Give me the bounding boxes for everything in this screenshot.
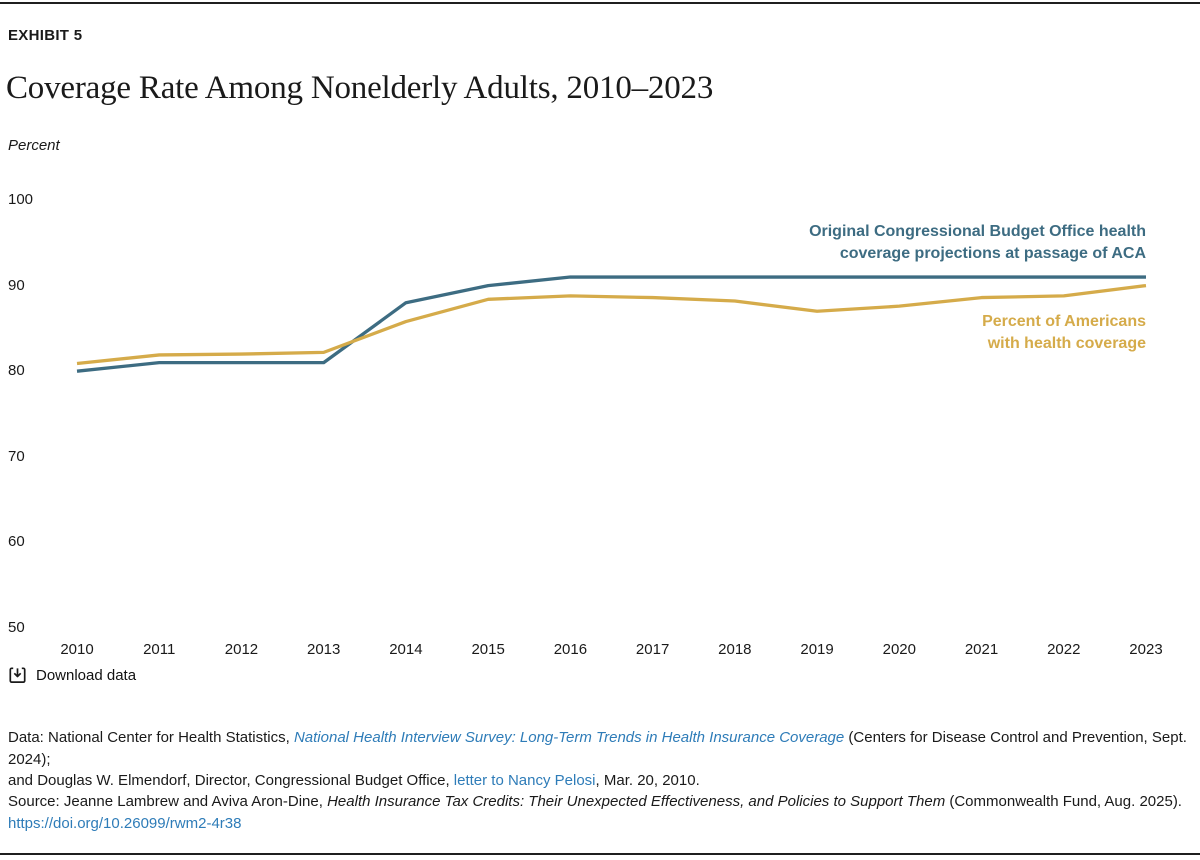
y-tick-label: 60 bbox=[8, 533, 25, 551]
x-tick-label: 2022 bbox=[1047, 641, 1081, 658]
y-tick-label: 100 bbox=[8, 191, 34, 208]
data-footnote: Data: National Center for Health Statist… bbox=[8, 727, 1192, 792]
download-icon bbox=[8, 666, 27, 685]
source-footnote-text: (Commonwealth Fund, Aug. 2025). bbox=[945, 793, 1182, 810]
x-tick-label: 2011 bbox=[143, 641, 176, 658]
top-divider bbox=[0, 2, 1200, 4]
x-tick-label: 2015 bbox=[471, 641, 505, 658]
nhis-report-link[interactable]: National Health Interview Survey: Long-T… bbox=[293, 729, 845, 746]
exhibit-label: EXHIBIT 5 bbox=[8, 27, 83, 44]
x-tick-label: 2021 bbox=[964, 641, 999, 658]
data-footnote-text: and Douglas W. Elmendorf, Director, Cong… bbox=[8, 772, 454, 789]
x-tick-label: 2020 bbox=[882, 641, 916, 658]
source-footnote-text: Source: Jeanne Lambrew and Aviva Aron-Di… bbox=[8, 793, 328, 810]
y-tick-label: 70 bbox=[8, 447, 25, 465]
data-footnote-text: (Centers for Disease Control and Prevent… bbox=[8, 729, 1187, 768]
x-tick-label: 2017 bbox=[635, 641, 670, 658]
source-report-title: Health Insurance Tax Credits: Their Unex… bbox=[327, 793, 946, 810]
x-tick-label: 2018 bbox=[718, 641, 752, 658]
page-title: Coverage Rate Among Nonelderly Adults, 2… bbox=[6, 70, 714, 106]
cbo-projection-line bbox=[76, 275, 1146, 373]
x-tick-label: 2016 bbox=[553, 641, 588, 658]
download-data-button[interactable]: Download data bbox=[8, 666, 136, 685]
download-data-label: Download data bbox=[36, 667, 137, 684]
bottom-divider bbox=[0, 853, 1200, 855]
x-tick-label: 2014 bbox=[389, 641, 423, 658]
cbo-projection-annotation: Original Congressional Budget Office hea… bbox=[809, 223, 1146, 262]
data-footnote-text: , Mar. 20, 2010. bbox=[595, 772, 700, 789]
y-tick-label: 80 bbox=[8, 362, 25, 380]
y-tick-label: 50 bbox=[8, 619, 25, 636]
coverage-rate-line bbox=[76, 283, 1147, 366]
source-footnote: Source: Jeanne Lambrew and Aviva Aron-Di… bbox=[8, 791, 1192, 834]
y-tick-label: 90 bbox=[8, 276, 25, 294]
y-axis-unit-label: Percent bbox=[8, 137, 60, 154]
x-tick-label: 2012 bbox=[224, 641, 259, 658]
x-tick-label: 2019 bbox=[800, 641, 834, 658]
x-tick-label: 2010 bbox=[60, 641, 94, 658]
pelosi-letter-link[interactable]: letter to Nancy Pelosi bbox=[453, 772, 596, 789]
x-tick-label: 2023 bbox=[1129, 641, 1163, 658]
coverage-annotation: Percent of Americans with health coverag… bbox=[982, 313, 1146, 352]
doi-link[interactable]: https://doi.org/10.26099/rwm2-4r38 bbox=[8, 814, 242, 832]
data-footnote-text: Data: National Center for Health Statist… bbox=[8, 729, 294, 746]
x-tick-label: 2013 bbox=[307, 641, 341, 658]
